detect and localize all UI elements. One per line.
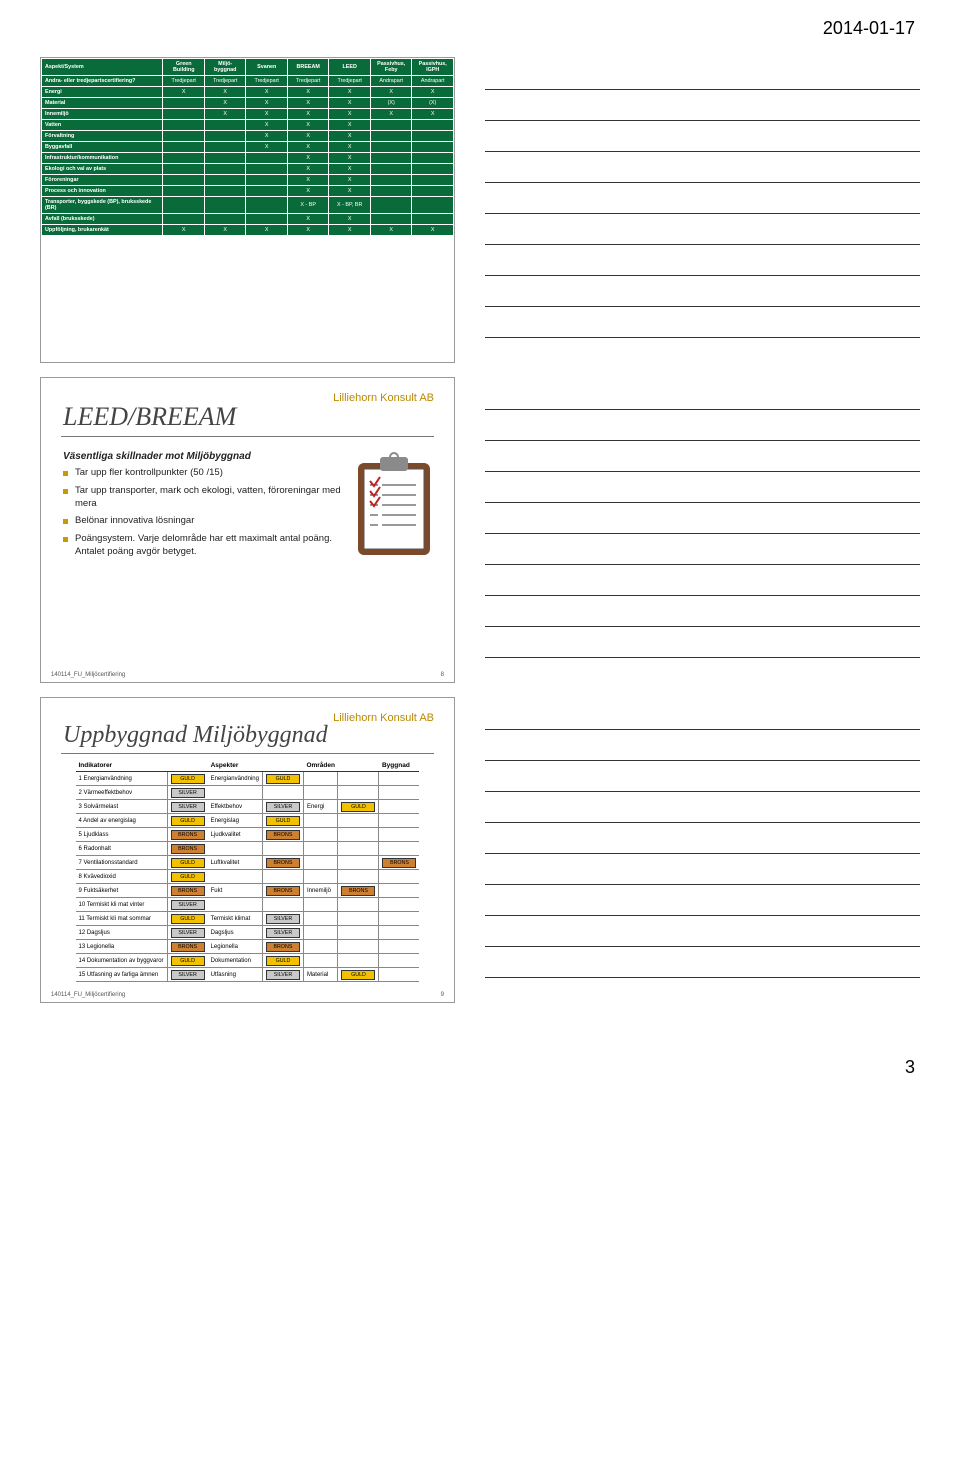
slide-2: Lilliehorn Konsult AB LEED/BREEAM Väsent… (40, 377, 455, 683)
slide-footer-left: 140114_FU_Miljöcertifiering (51, 672, 125, 678)
slide2-subtitle: Väsentliga skillnader mot Miljöbyggnad (63, 451, 350, 462)
indicator-table: IndikatorerAspekterOmrådenByggnad1 Energ… (76, 760, 420, 982)
slide-footer-num: 9 (441, 992, 444, 998)
slide-row-3: Lilliehorn Konsult AB Uppbyggnad Miljöby… (40, 697, 920, 1003)
slide-footer-num: 8 (441, 672, 444, 678)
bullet-item: Tar upp transporter, mark och ekologi, v… (63, 485, 350, 511)
notes-lines-3 (485, 697, 920, 978)
comparison-table: Aspekt/SystemGreen BuildingMiljö-byggnad… (41, 58, 454, 236)
brand-label: Lilliehorn Konsult AB (333, 392, 434, 404)
bullet-item: Belönar innovativa lösningar (63, 515, 350, 528)
slide-footer-left: 140114_FU_Miljöcertifiering (51, 992, 125, 998)
slide-3: Lilliehorn Konsult AB Uppbyggnad Miljöby… (40, 697, 455, 1003)
slide2-bullets: Tar upp fler kontrollpunkter (50 /15) Tar… (63, 467, 350, 559)
slide-row-2: Lilliehorn Konsult AB LEED/BREEAM Väsent… (40, 377, 920, 683)
brand-label: Lilliehorn Konsult AB (333, 712, 434, 724)
notes-lines-2 (485, 377, 920, 658)
slide3-title: Uppbyggnad Miljöbyggnad (63, 722, 454, 749)
bullet-item: Poängsystem. Varje delområde har ett max… (63, 533, 350, 559)
bullet-item: Tar upp fler kontrollpunkter (50 /15) (63, 467, 350, 480)
divider (61, 753, 434, 754)
slide2-title: LEED/BREEAM (63, 402, 454, 432)
clipboard-icon (350, 451, 440, 561)
slide-row-1: Aspekt/SystemGreen BuildingMiljö-byggnad… (40, 57, 920, 363)
divider (61, 436, 434, 437)
page-footer: 3 (0, 1017, 960, 1098)
notes-lines-1 (485, 57, 920, 338)
slide-1: Aspekt/SystemGreen BuildingMiljö-byggnad… (40, 57, 455, 363)
page-date: 2014-01-17 (0, 0, 960, 49)
